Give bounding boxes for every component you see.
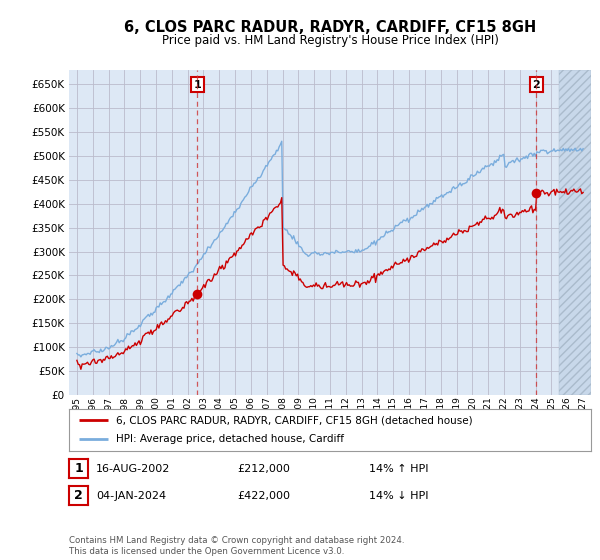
Text: 1: 1	[74, 462, 83, 475]
Text: 16-AUG-2002: 16-AUG-2002	[96, 464, 170, 474]
Text: 2: 2	[74, 489, 83, 502]
Text: £422,000: £422,000	[237, 491, 290, 501]
Text: 04-JAN-2024: 04-JAN-2024	[96, 491, 166, 501]
Text: Contains HM Land Registry data © Crown copyright and database right 2024.
This d: Contains HM Land Registry data © Crown c…	[69, 536, 404, 556]
Text: 6, CLOS PARC RADUR, RADYR, CARDIFF, CF15 8GH: 6, CLOS PARC RADUR, RADYR, CARDIFF, CF15…	[124, 20, 536, 35]
Bar	[559, 70, 591, 395]
Text: £212,000: £212,000	[237, 464, 290, 474]
Text: 14% ↓ HPI: 14% ↓ HPI	[369, 491, 428, 501]
Text: 14% ↑ HPI: 14% ↑ HPI	[369, 464, 428, 474]
Text: Price paid vs. HM Land Registry's House Price Index (HPI): Price paid vs. HM Land Registry's House …	[161, 34, 499, 46]
Text: 1: 1	[194, 80, 202, 90]
Text: HPI: Average price, detached house, Cardiff: HPI: Average price, detached house, Card…	[116, 435, 344, 445]
Text: 6, CLOS PARC RADUR, RADYR, CARDIFF, CF15 8GH (detached house): 6, CLOS PARC RADUR, RADYR, CARDIFF, CF15…	[116, 415, 473, 425]
Text: 2: 2	[532, 80, 540, 90]
